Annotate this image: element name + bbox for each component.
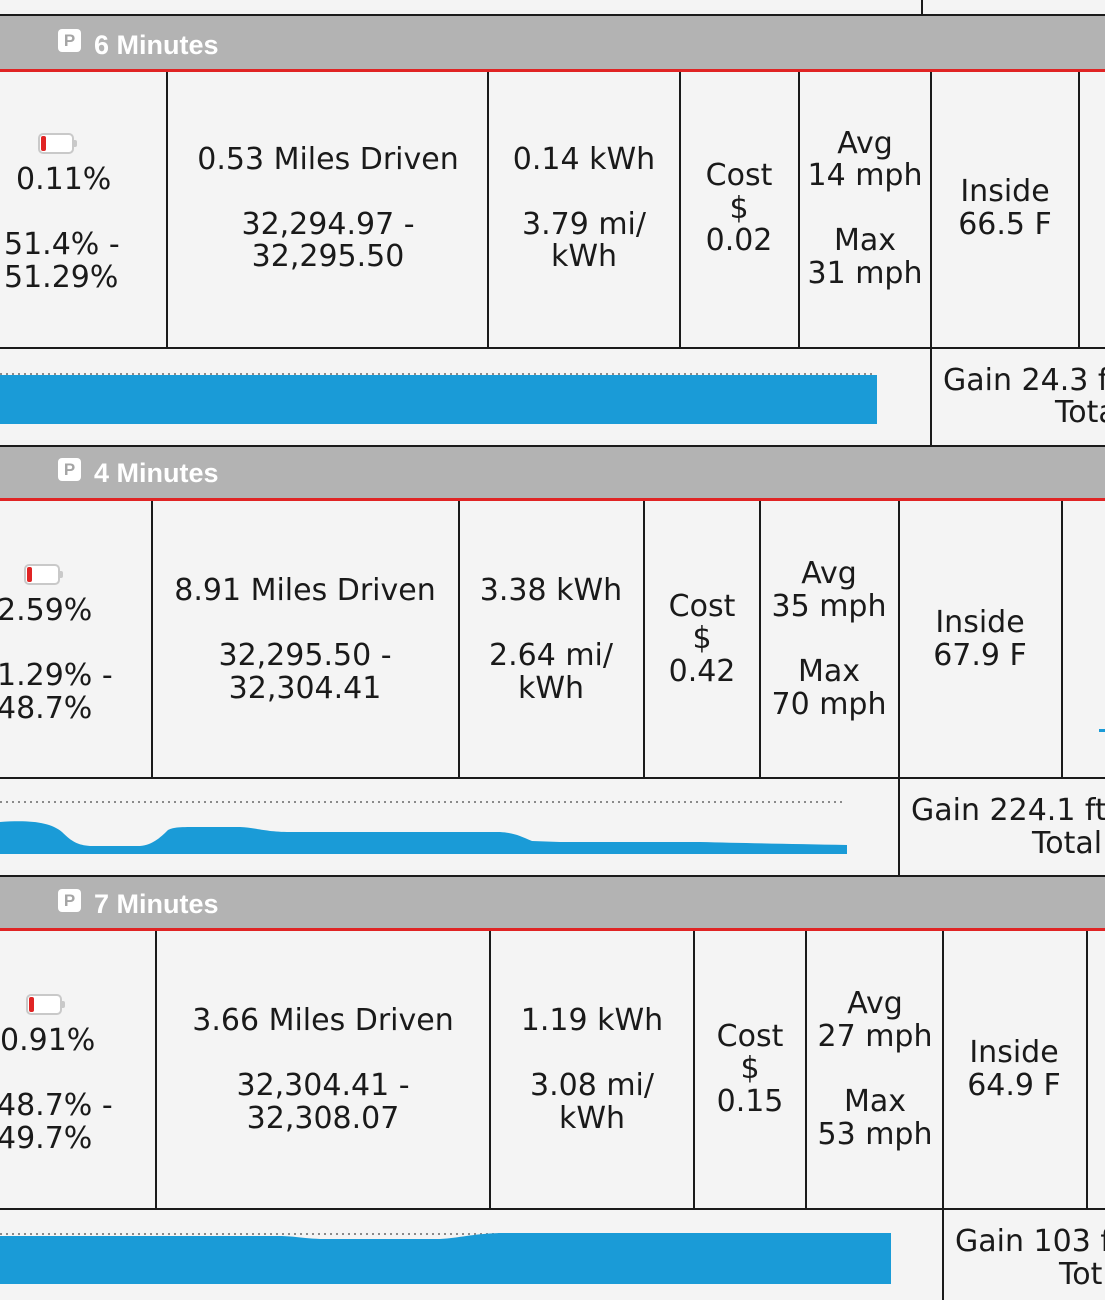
efficiency-value: 3.79 mi/ [522, 207, 646, 242]
cost-label: Cost [705, 158, 773, 193]
odometer-end: 32,304.41 [228, 671, 382, 706]
miles-driven: 0.53 Miles Driven [197, 142, 459, 177]
energy-used: 3.38 kWh [479, 573, 623, 608]
max-speed-value: 70 mph [771, 687, 887, 722]
battery-icon [26, 994, 65, 1015]
trip-duration: 6 Minutes [94, 30, 219, 60]
efficiency-value: 3.08 mi/ [530, 1068, 654, 1103]
avg-speed-label: Avg [847, 986, 903, 1021]
inside-temp-label: Inside [969, 1035, 1059, 1070]
parking-icon: P [58, 458, 81, 481]
trip-duration: 4 Minutes [94, 458, 219, 488]
inside-temp-label: Inside [935, 605, 1025, 640]
battery-used: 0.11% [16, 162, 112, 197]
elevation-chart [0, 801, 847, 854]
odometer-start: 32,295.50 - [218, 638, 392, 673]
elevation-total: Total [1032, 826, 1103, 861]
battery-icon [24, 564, 63, 585]
trip-duration: 7 Minutes [94, 889, 219, 919]
odometer-start: 32,304.41 - [236, 1068, 410, 1103]
inside-temp-value: 67.9 F [933, 638, 1027, 673]
cost-value: 0.42 [668, 654, 736, 689]
battery-range-start: 1.29% - [0, 658, 113, 693]
elevation-total: Tota [1055, 395, 1105, 430]
cost-value: 0.15 [716, 1084, 784, 1119]
cost-label: Cost [716, 1019, 784, 1054]
cost-currency: $ [740, 1051, 760, 1086]
inside-temp-value: 66.5 F [958, 207, 1052, 242]
elevation-gain: Gain 24.3 f [943, 363, 1105, 398]
inside-temp-label: Inside [960, 174, 1050, 209]
miles-driven: 3.66 Miles Driven [192, 1003, 454, 1038]
odometer-end: 32,308.07 [246, 1101, 400, 1136]
elevation-chart [0, 1233, 891, 1284]
battery-icon [38, 133, 77, 154]
max-speed-value: 31 mph [807, 256, 923, 291]
parking-icon: P [58, 889, 81, 912]
battery-used: 0.91% [0, 1023, 96, 1058]
battery-range-end: 51.29% [4, 260, 119, 295]
parking-icon: P [58, 29, 81, 52]
max-speed-label: Max [833, 223, 897, 258]
odometer-end: 32,295.50 [251, 239, 405, 274]
elevation-gain: Gain 103 f [955, 1224, 1105, 1259]
cost-label: Cost [668, 589, 736, 624]
elevation-total: Tot [1059, 1257, 1103, 1292]
efficiency-unit: kWh [517, 671, 585, 706]
trip-2-header[interactable] [0, 447, 1105, 500]
chart-marker [1099, 729, 1105, 732]
cost-value: 0.02 [705, 223, 773, 258]
miles-driven: 8.91 Miles Driven [174, 573, 436, 608]
efficiency-value: 2.64 mi/ [489, 638, 613, 673]
elevation-chart [0, 373, 877, 424]
energy-used: 1.19 kWh [520, 1003, 664, 1038]
odometer-start: 32,294.97 - [241, 207, 415, 242]
battery-range-end: 49.7% [0, 1121, 93, 1156]
cost-currency: $ [692, 621, 712, 656]
battery-range-start: 48.7% - [0, 1088, 113, 1123]
efficiency-unit: kWh [550, 239, 618, 274]
avg-speed-value: 35 mph [771, 589, 887, 624]
avg-speed-label: Avg [801, 556, 857, 591]
battery-range-end: 48.7% [0, 691, 93, 726]
cost-currency: $ [729, 191, 749, 226]
energy-used: 0.14 kWh [512, 142, 656, 177]
efficiency-unit: kWh [558, 1101, 626, 1136]
battery-range-start: 51.4% - [4, 227, 120, 262]
battery-used: 2.59% [0, 593, 93, 628]
max-speed-label: Max [797, 654, 861, 689]
avg-speed-value: 27 mph [817, 1019, 933, 1054]
avg-speed-value: 14 mph [807, 158, 923, 193]
trip-1-header[interactable] [0, 16, 1105, 71]
elevation-gain: Gain 224.1 ft [911, 793, 1105, 828]
trip-3-header[interactable] [0, 877, 1105, 930]
inside-temp-value: 64.9 F [967, 1068, 1061, 1103]
max-speed-label: Max [843, 1084, 907, 1119]
max-speed-value: 53 mph [817, 1117, 933, 1152]
avg-speed-label: Avg [837, 126, 893, 161]
